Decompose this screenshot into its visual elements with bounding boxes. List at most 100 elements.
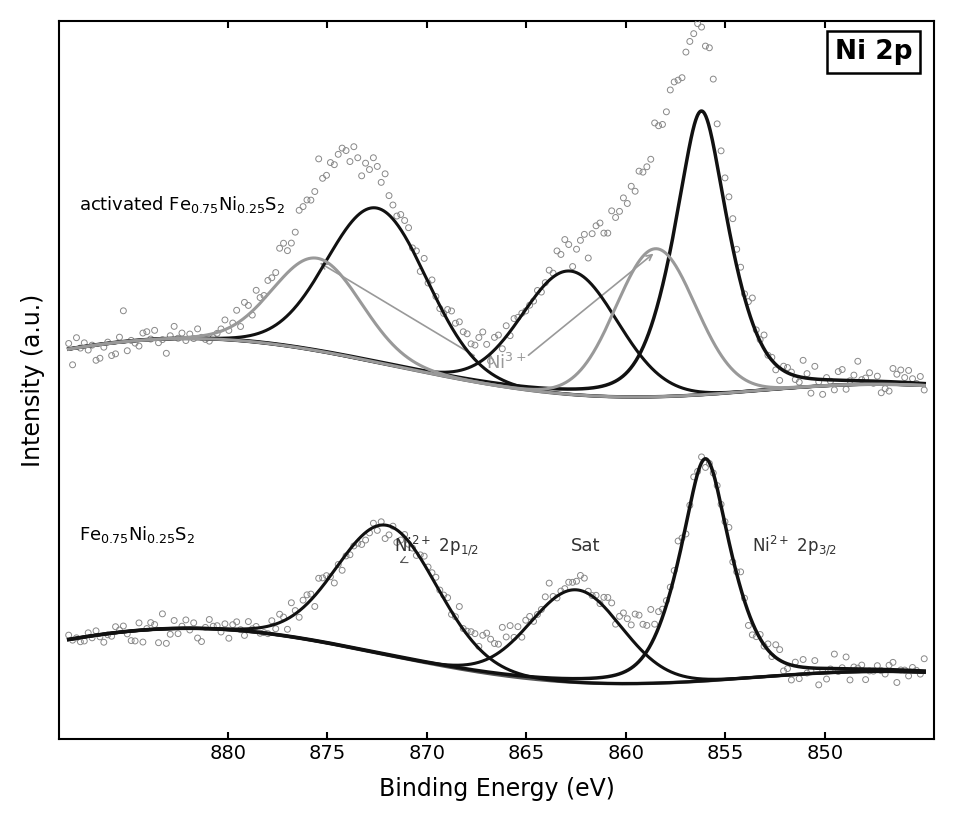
Point — [792, 672, 807, 686]
Point — [112, 330, 127, 344]
Point — [265, 614, 280, 627]
Point — [819, 672, 835, 686]
Point — [397, 528, 413, 541]
Text: Ni$^{2+}$ 2p$_{3/2}$: Ni$^{2+}$ 2p$_{3/2}$ — [753, 533, 838, 558]
Point — [698, 461, 713, 474]
Point — [655, 118, 670, 131]
Point — [487, 637, 502, 650]
Point — [690, 464, 706, 478]
Point — [366, 517, 381, 530]
Point — [405, 542, 420, 555]
Point — [308, 600, 323, 613]
Point — [381, 189, 396, 202]
Point — [897, 371, 912, 384]
Point — [405, 242, 420, 255]
Point — [108, 620, 123, 633]
Point — [252, 626, 267, 640]
Point — [338, 144, 353, 157]
Point — [788, 656, 803, 669]
Point — [581, 252, 596, 265]
Point — [225, 618, 241, 631]
Point — [287, 604, 303, 617]
Point — [162, 329, 178, 342]
Point — [776, 359, 792, 372]
Point — [745, 628, 760, 641]
Point — [647, 617, 663, 630]
Point — [506, 630, 521, 644]
Point — [354, 169, 370, 182]
Point — [471, 640, 486, 653]
Point — [76, 635, 92, 648]
Point — [616, 607, 631, 620]
Text: Ni 2p: Ni 2p — [835, 39, 912, 65]
Point — [854, 658, 869, 672]
Point — [416, 252, 432, 265]
Point — [476, 629, 491, 642]
Point — [151, 336, 166, 349]
Point — [147, 618, 162, 631]
Point — [268, 622, 284, 635]
Point — [682, 499, 697, 512]
Point — [194, 635, 209, 648]
Point — [819, 371, 835, 384]
Point — [663, 83, 678, 96]
Point — [433, 584, 448, 597]
Point — [280, 244, 295, 257]
Point — [889, 367, 904, 381]
Point — [413, 548, 428, 561]
Point — [631, 164, 647, 178]
Point — [870, 659, 885, 672]
Point — [213, 322, 228, 335]
Point — [541, 264, 557, 277]
Point — [381, 529, 396, 542]
Point — [96, 635, 112, 649]
Point — [276, 611, 291, 624]
Point — [186, 616, 202, 630]
Point — [788, 373, 803, 386]
Point — [694, 21, 710, 34]
Point — [342, 155, 357, 169]
Point — [866, 376, 881, 390]
Point — [842, 673, 858, 686]
Point — [487, 330, 502, 344]
Point — [717, 171, 732, 184]
Point — [881, 385, 897, 398]
Point — [717, 515, 732, 529]
Point — [483, 633, 499, 646]
Point — [108, 347, 123, 360]
Point — [702, 41, 717, 54]
Point — [373, 176, 389, 189]
Point — [127, 336, 142, 349]
Point — [792, 376, 807, 389]
Point — [459, 327, 475, 340]
Point — [502, 329, 518, 342]
Point — [764, 650, 779, 663]
Text: Sat: Sat — [571, 538, 601, 556]
Point — [917, 652, 932, 665]
Point — [549, 244, 564, 257]
Point — [749, 323, 764, 336]
Point — [831, 365, 846, 378]
Point — [885, 362, 901, 375]
Point — [698, 39, 713, 53]
Point — [835, 363, 850, 376]
Point — [304, 588, 319, 601]
Point — [330, 558, 346, 571]
Point — [483, 354, 499, 367]
Point — [280, 623, 295, 636]
Point — [362, 163, 377, 176]
Point — [725, 212, 740, 225]
Point — [721, 521, 736, 534]
Point — [155, 333, 170, 346]
Point — [448, 610, 463, 623]
Point — [904, 372, 920, 386]
Point — [170, 331, 185, 344]
Point — [495, 342, 510, 355]
Point — [768, 363, 783, 376]
Point — [80, 626, 96, 640]
Point — [166, 320, 181, 333]
Point — [499, 319, 514, 332]
Point — [870, 370, 885, 383]
Point — [444, 607, 459, 621]
Point — [334, 564, 350, 577]
